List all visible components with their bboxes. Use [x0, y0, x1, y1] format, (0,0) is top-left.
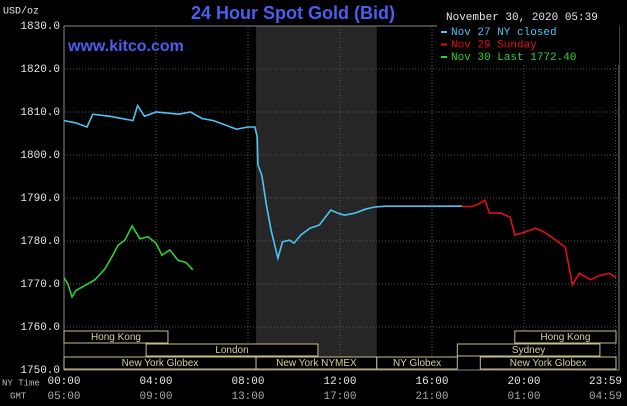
- x-tick-label: 04:00: [139, 376, 172, 388]
- x2-tick-label: 13:00: [231, 391, 264, 403]
- x-tick-label: 08:00: [231, 376, 264, 388]
- x2-tick-label: 21:00: [415, 391, 448, 403]
- y-tick-label: 1820.0: [20, 64, 60, 76]
- session-box: [456, 343, 601, 357]
- x2-tick-label: 09:00: [139, 391, 172, 403]
- legend-label: Nov 30 Last 1772.40: [451, 52, 576, 64]
- legend-box: [437, 24, 619, 65]
- x-tick-label: 16:00: [415, 376, 448, 388]
- x-tick-label: 12:00: [323, 376, 356, 388]
- price-line: [63, 103, 462, 262]
- y-axis-label: USD/oz: [3, 6, 39, 18]
- y-tick-label: 1770.0: [20, 279, 60, 291]
- x-tick-label: 23:59: [589, 376, 622, 388]
- session-label: New York Globex: [510, 358, 587, 369]
- session-box: [63, 330, 169, 344]
- session-label: New York NYMEX: [276, 358, 357, 369]
- x2-tick-label: 05:00: [47, 391, 80, 403]
- y-tick-label: 1790.0: [20, 193, 60, 205]
- session-label: Sydney: [512, 345, 545, 356]
- y-tick-label: 1810.0: [20, 107, 60, 119]
- plot-frame: [63, 25, 620, 371]
- x2-tick-label: 17:00: [323, 391, 356, 403]
- y-tick-label: 1800.0: [20, 150, 60, 162]
- timestamp: November 30, 2020 05:39: [446, 12, 598, 24]
- y-tick-label: 1830.0: [20, 21, 60, 33]
- session-label: Hong Kong: [91, 332, 141, 343]
- session-label: NY Globex: [393, 358, 441, 369]
- x2-tick-label: 04:59: [589, 391, 622, 403]
- chart-title: 24 Hour Spot Gold (Bid): [191, 3, 395, 23]
- session-box: [376, 356, 458, 370]
- y-tick-label: 1750.0: [20, 365, 60, 377]
- x-axis-label: NY Time: [2, 378, 40, 388]
- y-tick-label: 1780.0: [20, 236, 60, 248]
- y-tick-label: 1760.0: [20, 322, 60, 334]
- website: www.kitco.com: [67, 38, 184, 55]
- session-label: Hong Kong: [540, 332, 590, 343]
- x-tick-label: 20:00: [507, 376, 540, 388]
- session-box: [145, 343, 319, 357]
- session-box: [479, 356, 617, 370]
- x-tick-label: 00:00: [47, 376, 80, 388]
- legend-label: Nov 27 NY closed: [451, 27, 557, 39]
- price-line: [63, 224, 194, 299]
- session-box: [514, 330, 617, 344]
- price-line: [461, 199, 617, 288]
- session-label: New York Globex: [122, 358, 199, 369]
- x2-axis-label: GMT: [10, 391, 27, 401]
- legend-label: Nov 29 Sunday: [451, 39, 537, 51]
- x2-tick-label: 01:00: [507, 391, 540, 403]
- session-label: London: [215, 345, 248, 356]
